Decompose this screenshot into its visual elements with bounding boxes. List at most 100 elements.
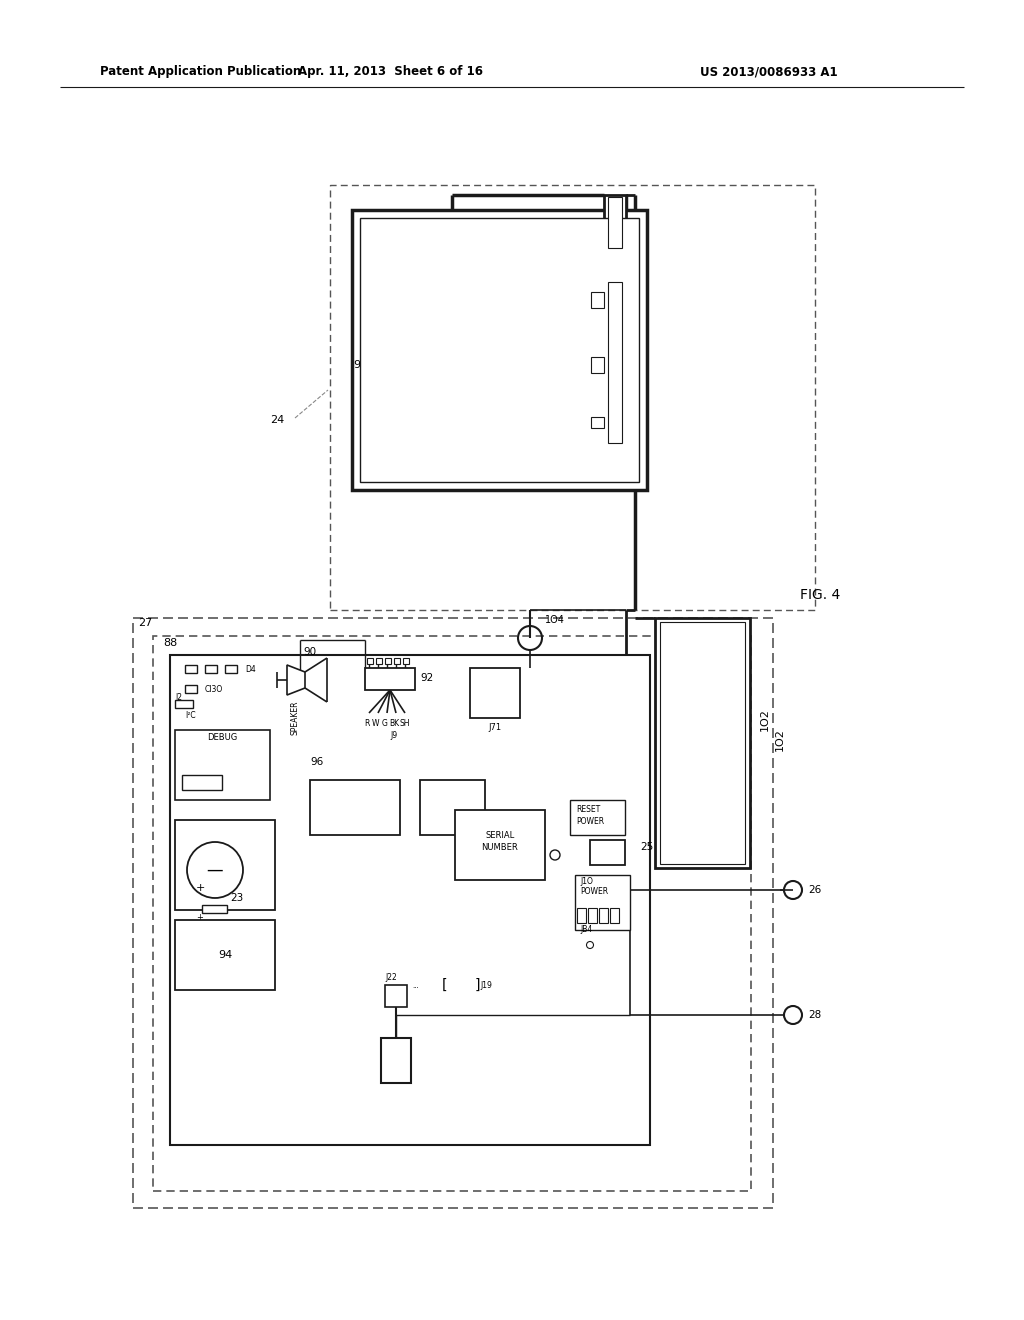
Bar bbox=[225, 665, 237, 673]
Text: W: W bbox=[373, 718, 380, 727]
Text: J22: J22 bbox=[385, 974, 396, 982]
Bar bbox=[202, 906, 227, 913]
Bar bbox=[310, 780, 400, 836]
Bar bbox=[591, 292, 604, 308]
Text: J1: J1 bbox=[198, 777, 206, 787]
Text: D4: D4 bbox=[245, 664, 256, 673]
Text: DEBUG: DEBUG bbox=[207, 734, 238, 742]
Bar bbox=[589, 414, 606, 430]
Text: NUMBER: NUMBER bbox=[481, 842, 518, 851]
Bar bbox=[470, 668, 520, 718]
Bar bbox=[360, 218, 639, 482]
Text: G: G bbox=[382, 718, 388, 727]
Text: I²C: I²C bbox=[185, 710, 196, 719]
Bar bbox=[175, 730, 270, 800]
Bar bbox=[420, 780, 485, 836]
Text: +: + bbox=[196, 883, 205, 894]
Bar bbox=[170, 655, 650, 1144]
Bar bbox=[577, 908, 586, 923]
Text: FIG. 4: FIG. 4 bbox=[800, 587, 841, 602]
Text: —: — bbox=[207, 861, 223, 879]
Bar bbox=[133, 618, 773, 1208]
Text: ]: ] bbox=[475, 978, 480, 993]
Bar bbox=[367, 657, 373, 664]
Text: 1O2: 1O2 bbox=[760, 709, 770, 731]
Bar bbox=[588, 908, 597, 923]
Text: 26: 26 bbox=[808, 884, 821, 895]
Text: 92: 92 bbox=[420, 673, 433, 682]
Text: D2: D2 bbox=[205, 664, 216, 673]
Bar bbox=[455, 810, 545, 880]
Bar bbox=[599, 908, 608, 923]
Bar bbox=[591, 356, 604, 374]
Bar bbox=[205, 665, 217, 673]
Bar bbox=[590, 840, 625, 865]
Text: D3: D3 bbox=[225, 664, 236, 673]
Text: US 2013/0086933 A1: US 2013/0086933 A1 bbox=[700, 66, 838, 78]
Bar bbox=[604, 195, 626, 249]
Bar bbox=[175, 700, 193, 708]
Text: POWER: POWER bbox=[575, 817, 604, 826]
Text: Patent Application Publication: Patent Application Publication bbox=[100, 66, 301, 78]
Bar bbox=[182, 775, 222, 789]
Bar bbox=[175, 820, 275, 909]
Bar bbox=[604, 280, 626, 445]
Text: J19: J19 bbox=[480, 981, 492, 990]
Text: 27: 27 bbox=[138, 618, 153, 628]
Text: USB: USB bbox=[475, 678, 490, 688]
Text: 96: 96 bbox=[310, 756, 324, 767]
Bar bbox=[570, 800, 625, 836]
Bar bbox=[575, 875, 630, 931]
Text: J71: J71 bbox=[488, 723, 502, 733]
Text: R: R bbox=[365, 718, 370, 727]
Bar bbox=[591, 417, 604, 428]
Bar bbox=[385, 985, 407, 1007]
Bar bbox=[381, 1038, 411, 1082]
Text: J1O: J1O bbox=[580, 878, 593, 887]
Text: RESET: RESET bbox=[575, 805, 600, 814]
Bar bbox=[610, 908, 618, 923]
Text: 28: 28 bbox=[808, 1010, 821, 1020]
Text: 98: 98 bbox=[353, 360, 368, 370]
Text: POWER: POWER bbox=[580, 887, 608, 896]
Bar bbox=[330, 185, 815, 610]
Bar bbox=[385, 657, 391, 664]
Text: JB4: JB4 bbox=[580, 925, 592, 935]
Bar bbox=[660, 622, 745, 865]
Bar bbox=[185, 665, 197, 673]
Bar bbox=[185, 685, 197, 693]
Text: 1O2: 1O2 bbox=[775, 729, 785, 751]
Text: Apr. 11, 2013  Sheet 6 of 16: Apr. 11, 2013 Sheet 6 of 16 bbox=[298, 66, 482, 78]
Bar bbox=[394, 657, 400, 664]
Polygon shape bbox=[287, 665, 305, 696]
Text: SPEAKER: SPEAKER bbox=[291, 701, 299, 735]
Text: CI3O: CI3O bbox=[205, 685, 223, 693]
Text: HOST: HOST bbox=[475, 690, 496, 700]
Text: 94: 94 bbox=[218, 950, 232, 960]
Bar bbox=[365, 668, 415, 690]
Text: 1O4: 1O4 bbox=[545, 615, 565, 624]
Text: 25: 25 bbox=[640, 842, 653, 851]
Bar bbox=[608, 282, 622, 444]
Text: 90: 90 bbox=[303, 647, 316, 657]
Text: 23: 23 bbox=[230, 894, 244, 903]
Bar bbox=[376, 657, 382, 664]
Bar bbox=[589, 290, 606, 310]
Text: 24: 24 bbox=[270, 414, 285, 425]
Bar bbox=[352, 210, 647, 490]
Bar bbox=[589, 355, 606, 375]
Text: J9: J9 bbox=[390, 731, 397, 741]
Bar bbox=[608, 197, 622, 248]
Text: SERIAL: SERIAL bbox=[485, 830, 515, 840]
Text: [: [ bbox=[442, 978, 447, 993]
Text: BK: BK bbox=[389, 718, 399, 727]
Bar bbox=[153, 636, 751, 1191]
Text: ···: ··· bbox=[412, 985, 419, 991]
Text: SH: SH bbox=[399, 718, 411, 727]
Text: +: + bbox=[197, 913, 204, 923]
Text: J2: J2 bbox=[175, 693, 182, 701]
Bar bbox=[403, 657, 409, 664]
Bar bbox=[655, 618, 750, 869]
Bar bbox=[175, 920, 275, 990]
Text: 88: 88 bbox=[163, 638, 177, 648]
